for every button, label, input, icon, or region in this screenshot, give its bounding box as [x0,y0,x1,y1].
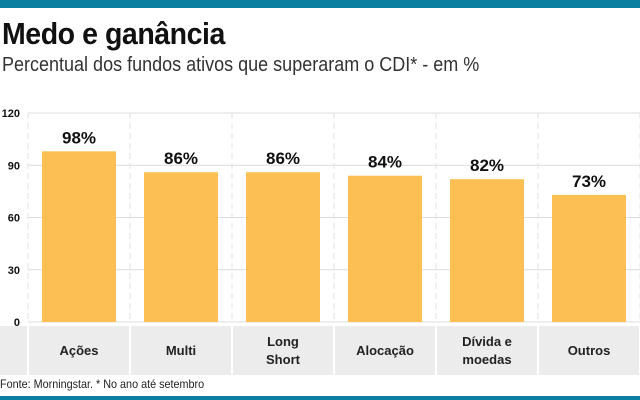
bar-5 [552,194,626,322]
source-note: Fonte: Morningstar. * No ano até setembr… [0,377,205,391]
bar-0 [42,151,116,322]
y-tick-label: 0 [14,317,20,329]
data-label: 84% [368,153,402,172]
data-label: 98% [62,128,96,147]
chart-subtitle: Percentual dos fundos ativos que superar… [2,54,480,76]
data-label: 86% [164,149,198,168]
x-tick-label: Alocação [356,343,414,358]
bottom-accent-bar [0,396,640,400]
data-label: 73% [572,172,606,191]
bar-3 [348,175,422,322]
y-tick-label: 60 [8,213,20,225]
x-tick-label: Long [267,334,299,349]
data-label: 86% [266,149,300,168]
top-accent-bar [0,0,640,8]
bar-4 [450,179,524,322]
bar-2 [246,172,320,322]
x-tick-label: moedas [462,352,511,367]
chart-title: Medo e ganância [2,16,225,51]
x-tick-label: Dívida e [462,334,512,349]
x-tick-label: Multi [166,343,196,358]
y-tick-label: 30 [8,265,20,277]
y-tick-label: 90 [8,160,20,172]
data-label: 82% [470,156,504,175]
x-tick-label: Short [266,352,301,367]
bar-1 [144,172,218,322]
x-tick-label: Ações [59,343,98,358]
category-band [0,326,640,375]
x-tick-label: Outros [568,343,611,358]
y-tick-label: 120 [2,108,20,120]
